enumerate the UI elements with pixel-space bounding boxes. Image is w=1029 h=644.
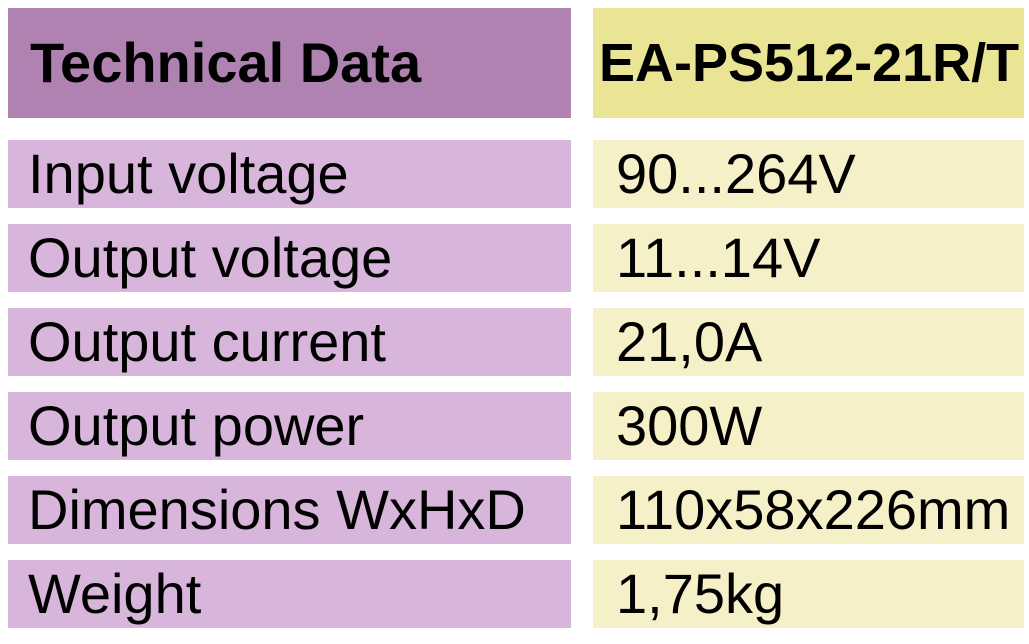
table-row: Output power 300W	[8, 392, 1024, 460]
header-cell-title: Technical Data	[8, 8, 571, 118]
table-row: Dimensions WxHxD 110x58x226mm	[8, 476, 1024, 544]
table-row: Output voltage 11...14V	[8, 224, 1024, 292]
spec-label: Output current	[8, 308, 571, 376]
spec-label: Dimensions WxHxD	[8, 476, 571, 544]
header-row: Technical Data EA-PS512-21R/T	[8, 8, 1024, 118]
spec-value: 90...264V	[593, 140, 1024, 208]
spec-value: 21,0A	[593, 308, 1024, 376]
spec-value: 110x58x226mm	[593, 476, 1024, 544]
spec-label: Output power	[8, 392, 571, 460]
table-row: Weight 1,75kg	[8, 560, 1024, 628]
spec-table: Technical Data EA-PS512-21R/T Input volt…	[8, 8, 1024, 644]
spec-label: Input voltage	[8, 140, 571, 208]
table-row: Output current 21,0A	[8, 308, 1024, 376]
spec-value: 1,75kg	[593, 560, 1024, 628]
spec-label: Weight	[8, 560, 571, 628]
table-row: Input voltage 90...264V	[8, 140, 1024, 208]
header-cell-model: EA-PS512-21R/T	[593, 8, 1024, 118]
spec-label: Output voltage	[8, 224, 571, 292]
spec-value: 300W	[593, 392, 1024, 460]
spec-value: 11...14V	[593, 224, 1024, 292]
